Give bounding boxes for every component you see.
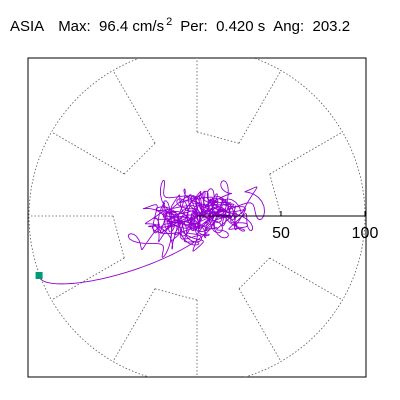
radial-axis: 50 100 (197, 211, 378, 242)
grid-inner-edge-2 (123, 142, 156, 175)
grid-inner-edge-0 (269, 173, 282, 217)
max-label: Max: (58, 18, 91, 35)
grid-spoke-11 (269, 257, 343, 301)
grid-inner-edge-3 (112, 215, 125, 259)
max-unit-exponent: 2 (166, 16, 173, 28)
grid-spoke-5 (51, 131, 125, 175)
grid-inner-edge-4 (154, 288, 198, 301)
max-unit: cm/s (132, 18, 165, 35)
angle-label: Ang: (273, 18, 305, 35)
grid-inner-edge-1 (196, 131, 240, 144)
grid-spoke-1 (269, 131, 343, 175)
angle-value: 203.2 (312, 18, 351, 35)
grid-spoke-10 (238, 288, 282, 362)
marker-group (35, 271, 43, 279)
period-value: 0.420 s (216, 18, 266, 35)
end-marker (35, 271, 43, 279)
grid-spoke-4 (112, 70, 156, 144)
orbit-trace-group (38, 179, 265, 285)
period-label: Per: (180, 18, 208, 35)
station-name: ASIA (10, 18, 45, 35)
chart-header: ASIA Max: 96.4 cm/s 2 Per: 0.420 s Ang: 203.… (10, 16, 351, 37)
max-value: 96.4 (99, 18, 129, 35)
orbit-trace (38, 179, 265, 285)
radial-tick-label-50: 50 (272, 225, 290, 242)
grid-spoke-2 (238, 70, 282, 144)
grid-spoke-8 (112, 288, 156, 362)
grid-spoke-7 (51, 257, 125, 301)
radial-tick-label-100: 100 (352, 225, 379, 242)
grid-inner-edge-5 (238, 257, 271, 290)
